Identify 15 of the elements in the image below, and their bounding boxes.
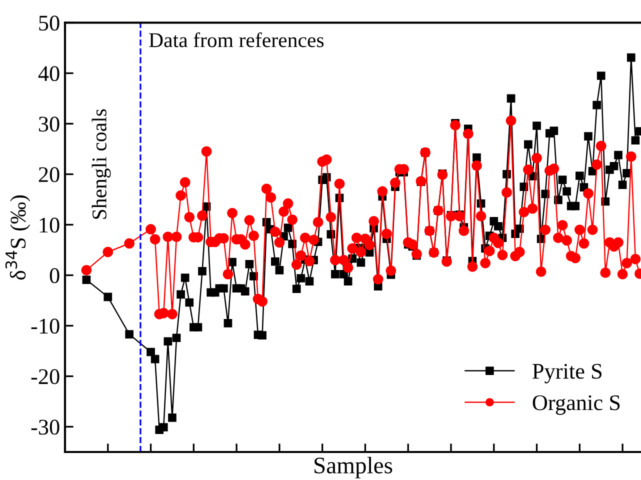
y-tick-label: -10 bbox=[31, 318, 60, 334]
x-axis-title: Samples bbox=[314, 456, 392, 478]
legend-label: Organic S bbox=[532, 395, 620, 415]
y-tick-label: -20 bbox=[31, 369, 60, 384]
y-tick-label: 20 bbox=[38, 167, 60, 182]
legend-label: Pyrite S bbox=[532, 364, 602, 384]
y-tick-label: 50 bbox=[39, 16, 60, 31]
y-tick-label: -30 bbox=[31, 420, 60, 435]
y-axis-title: δ$^{34}$S (‰) bbox=[5, 195, 30, 280]
y-tick-label: 0 bbox=[50, 268, 60, 284]
y-tick-label: 10 bbox=[40, 218, 60, 233]
y-tick-label: 40 bbox=[38, 66, 60, 82]
y-tick-label: 30 bbox=[38, 116, 60, 132]
annotation: Data from references bbox=[149, 32, 324, 48]
annotation: Shengli coals bbox=[92, 109, 111, 219]
